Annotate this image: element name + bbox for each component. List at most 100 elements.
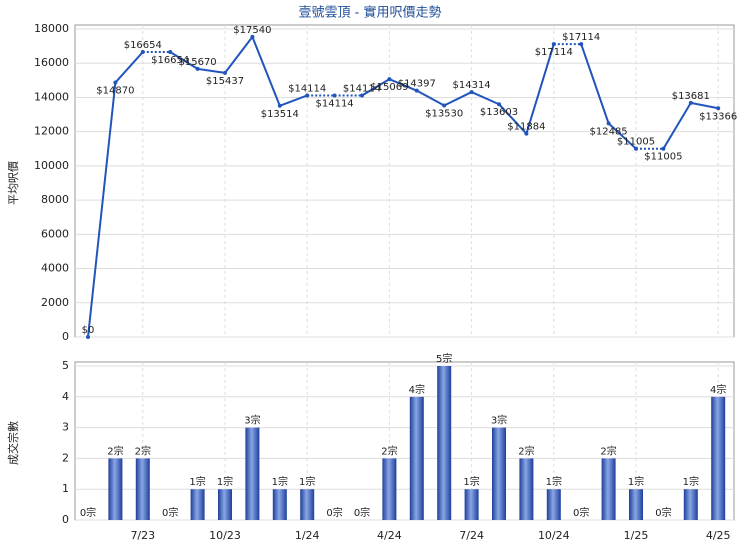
line-segment [361, 78, 390, 97]
data-label: $14114 [316, 98, 354, 109]
line-point [113, 80, 118, 85]
data-label: $13514 [261, 109, 299, 120]
data-label: 4宗 [409, 383, 425, 396]
bar [135, 458, 150, 520]
bar [492, 427, 506, 520]
line-point [277, 103, 282, 108]
line-segment [279, 94, 308, 107]
x-tick-label: 7/23 [130, 529, 155, 542]
data-label: $17114 [562, 32, 600, 43]
y-tick-label: 12000 [34, 125, 69, 138]
bar [601, 458, 616, 520]
bar [546, 489, 561, 520]
data-label: 2宗 [107, 444, 123, 457]
data-label: 1宗 [628, 475, 644, 488]
data-label: 0宗 [354, 506, 370, 519]
x-tick-label: 1/24 [295, 529, 320, 542]
line-point [634, 146, 638, 151]
bar [108, 458, 123, 520]
y-axis-label: 平均呎價 [6, 161, 20, 205]
y-tick-label: 4000 [41, 262, 69, 275]
data-label: 5宗 [436, 352, 452, 365]
data-label: 1宗 [189, 475, 205, 488]
line-point [497, 102, 501, 107]
bar [711, 396, 726, 520]
y-tick-label: 2000 [41, 296, 69, 309]
line-point [86, 335, 90, 339]
line-point [223, 70, 227, 75]
data-label: 1宗 [272, 475, 288, 488]
bar [629, 489, 643, 520]
x-tick-label: 4/25 [706, 529, 731, 542]
y-tick-label: 18000 [34, 22, 69, 35]
data-label: 4宗 [710, 383, 726, 396]
data-label: $14314 [453, 80, 491, 91]
line-point [661, 146, 666, 151]
x-tick-label: 7/24 [459, 529, 484, 542]
y-tick-label: 1 [62, 482, 69, 495]
line-segment [114, 51, 144, 84]
data-label: 2宗 [135, 444, 151, 457]
line-point [332, 93, 337, 98]
data-label: 2宗 [600, 444, 616, 457]
chart-title: 壹號雲頂 - 實用呎價走勢 [299, 5, 442, 21]
data-label: 0宗 [80, 506, 96, 519]
y-tick-label: 0 [62, 330, 69, 343]
data-label: $15670 [179, 57, 217, 68]
data-label: 1宗 [217, 475, 233, 488]
line-point [168, 50, 173, 55]
data-label: $17540 [233, 25, 271, 36]
y-tick-label: 8000 [41, 193, 69, 206]
data-label: $13603 [480, 107, 518, 118]
line-segment [389, 78, 418, 92]
data-label: $15437 [206, 76, 244, 87]
line-segment [690, 101, 719, 110]
y-tick-label: 2 [62, 451, 69, 464]
bar [300, 489, 315, 520]
line-point [414, 88, 419, 93]
line-point [688, 100, 693, 105]
line-segment [443, 91, 473, 107]
data-label: $14114 [343, 83, 381, 94]
data-label: $16654 [124, 40, 162, 51]
y-tick-label: 16000 [34, 56, 69, 69]
data-label: 0宗 [326, 506, 342, 519]
data-label: $11005 [617, 137, 655, 148]
data-label: 3宗 [491, 414, 507, 427]
bar [245, 427, 260, 520]
bar [437, 366, 452, 520]
bar [519, 458, 534, 520]
bar [272, 489, 287, 520]
x-tick-label: 4/24 [377, 529, 402, 542]
data-label: $13681 [672, 91, 710, 102]
y-tick-label: 5 [62, 359, 69, 372]
line-segment [525, 43, 555, 134]
line-segment [87, 82, 117, 338]
line-segment [498, 103, 528, 135]
line-point [140, 50, 145, 55]
line-segment [607, 122, 637, 150]
data-label: 2宗 [518, 444, 534, 457]
x-tick-label: 10/23 [209, 529, 241, 542]
line-segment [224, 36, 254, 74]
line-segment [580, 43, 610, 124]
data-label: 1宗 [299, 475, 315, 488]
line-point [551, 42, 556, 47]
data-label: $14870 [96, 86, 134, 97]
line-point [579, 42, 584, 47]
line-point [360, 93, 364, 98]
bar [190, 489, 205, 520]
line-point [524, 131, 529, 136]
data-label: $15069 [370, 82, 408, 93]
line-segment [169, 51, 199, 70]
data-label: $17114 [535, 47, 573, 58]
data-label: 0宗 [573, 506, 589, 519]
line-point [387, 77, 392, 82]
bar [464, 489, 479, 520]
data-label: $13366 [699, 111, 737, 122]
line-segment [251, 36, 281, 107]
line-point [250, 34, 255, 39]
data-label: 1宗 [683, 475, 699, 488]
data-label: $11884 [507, 122, 545, 133]
